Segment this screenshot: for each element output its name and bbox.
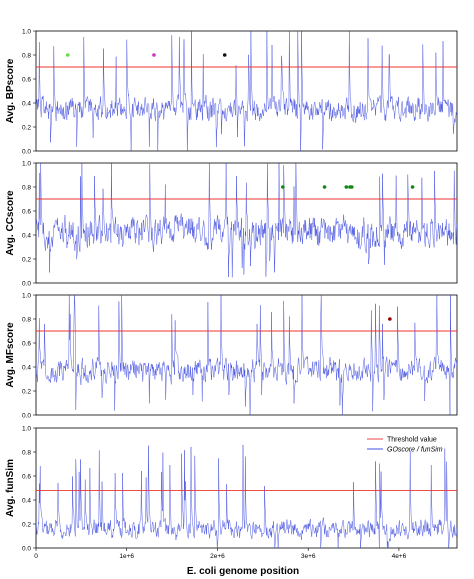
y-tick-label: 0.4 bbox=[22, 364, 31, 371]
series-line bbox=[35, 444, 458, 549]
panel-4: 0.0 0.2 0.4 0.6 0.8 1.0 Avg. funSim Threshold v… bbox=[5, 425, 458, 552]
plot-frame bbox=[35, 162, 458, 284]
x-tick-label: 4e+6 bbox=[392, 553, 407, 560]
plot-frame bbox=[35, 30, 458, 152]
x-tick-label: 1e+6 bbox=[119, 553, 134, 560]
highlight-marker bbox=[222, 53, 227, 57]
highlight-marker bbox=[349, 185, 354, 189]
y-tick-label: 1.0 bbox=[22, 28, 31, 35]
y-axis-label: Avg. funSim bbox=[5, 459, 16, 517]
highlight-marker bbox=[65, 53, 70, 57]
y-tick-label: 0.2 bbox=[22, 256, 31, 263]
y-tick-label: 0.4 bbox=[22, 497, 31, 504]
y-tick-label: 0.0 bbox=[22, 280, 31, 287]
x-tick-label: 2e+6 bbox=[210, 553, 225, 560]
y-tick-label: 0.8 bbox=[22, 184, 31, 191]
y-tick-label: 1.0 bbox=[22, 292, 31, 299]
x-axis-label: E. coli genome position bbox=[187, 566, 299, 577]
panel-3: 0.0 0.2 0.4 0.6 0.8 1.0 Avg. MFscore bbox=[5, 292, 458, 419]
y-tick-label: 0.4 bbox=[22, 100, 31, 107]
y-tick-label: 0.6 bbox=[22, 76, 31, 83]
y-axis-label: Avg. BPscore bbox=[5, 58, 16, 123]
highlight-marker bbox=[410, 185, 415, 189]
panel-2: 0.0 0.2 0.4 0.6 0.8 1.0 Avg. CCscore bbox=[5, 160, 458, 287]
y-tick-label: 1.0 bbox=[22, 425, 31, 432]
y-axis-label: Avg. MFscore bbox=[5, 322, 16, 388]
y-tick-label: 0.2 bbox=[22, 388, 31, 395]
x-tick-label: 3e+6 bbox=[301, 553, 316, 560]
panel-1: 0.0 0.2 0.4 0.6 0.8 1.0 Avg. BPscore bbox=[5, 28, 458, 155]
y-tick-label: 0.2 bbox=[22, 521, 31, 528]
series-line bbox=[35, 162, 458, 278]
y-tick-label: 0.6 bbox=[22, 340, 31, 347]
y-tick-label: 0.6 bbox=[22, 208, 31, 215]
y-tick-label: 0.0 bbox=[22, 412, 31, 419]
legend-series-label: GOscore / funSim bbox=[387, 447, 443, 454]
series-line bbox=[35, 294, 458, 416]
highlight-marker bbox=[344, 185, 349, 189]
x-axis: 0 1e+6 2e+6 3e+6 4e+6 bbox=[34, 548, 407, 560]
plot-frame bbox=[35, 294, 458, 416]
y-tick-label: 0.6 bbox=[22, 473, 31, 480]
y-axis-label: Avg. CCscore bbox=[5, 190, 16, 256]
highlight-marker bbox=[388, 317, 392, 321]
y-tick-label: 0.8 bbox=[22, 52, 31, 59]
y-tick-label: 0.8 bbox=[22, 316, 31, 323]
y-tick-label: 0.0 bbox=[22, 148, 31, 155]
highlight-marker bbox=[322, 185, 327, 189]
plot-frame bbox=[35, 427, 458, 549]
y-tick-label: 1.0 bbox=[22, 160, 31, 167]
y-tick-label: 0.0 bbox=[22, 545, 31, 552]
highlight-marker bbox=[280, 185, 285, 189]
y-tick-label: 0.2 bbox=[22, 124, 31, 131]
series-line bbox=[35, 30, 458, 152]
highlight-marker bbox=[152, 53, 156, 57]
y-tick-label: 0.8 bbox=[22, 449, 31, 456]
y-tick-label: 0.4 bbox=[22, 232, 31, 239]
x-tick-label: 0 bbox=[34, 553, 38, 560]
legend-threshold-label: Threshold value bbox=[387, 437, 437, 444]
